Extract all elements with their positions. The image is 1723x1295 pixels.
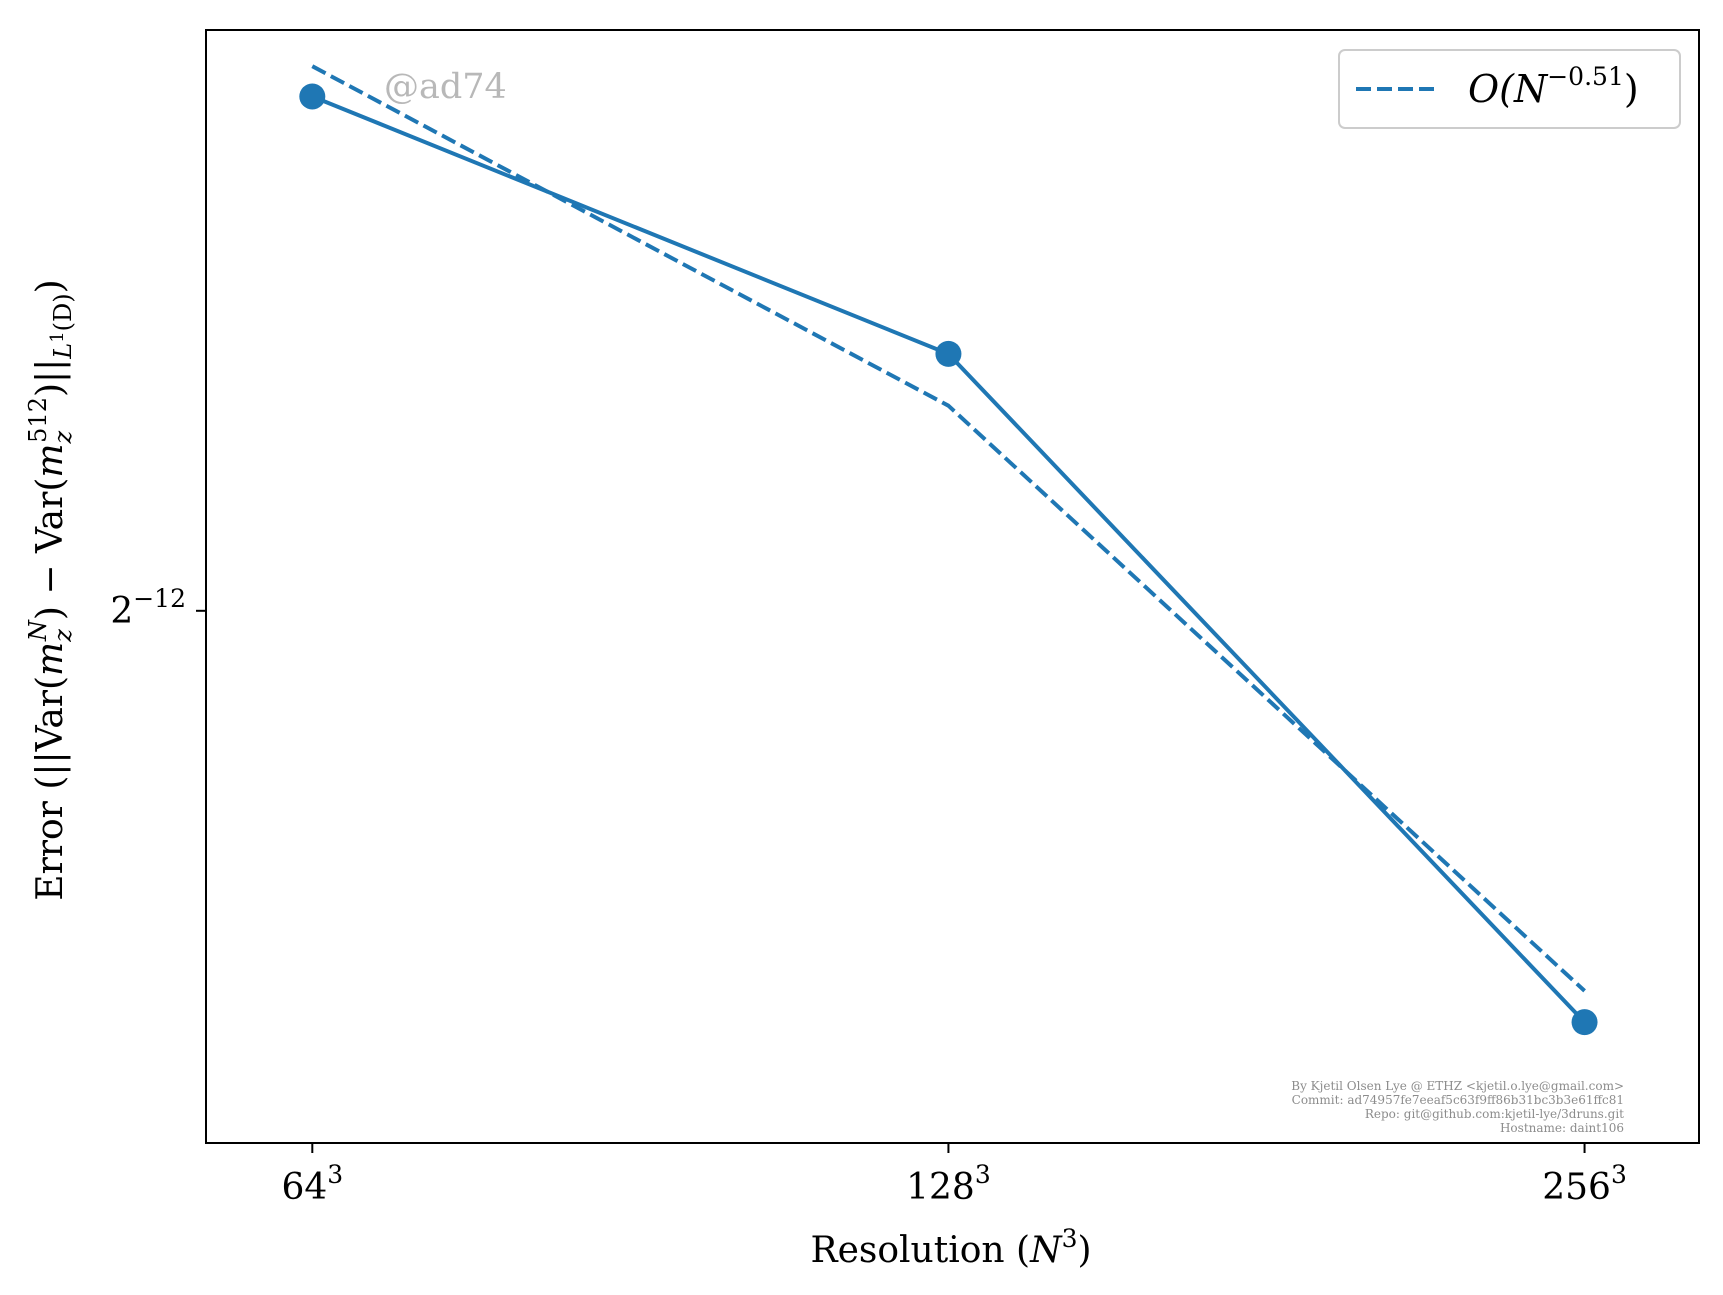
legend: O(N−0.51) (1338, 49, 1681, 129)
data-point (935, 340, 962, 367)
x-axis: 643 1283 2563 (281, 1143, 1627, 1208)
x-axis-label: Resolution (N3) (810, 1224, 1091, 1271)
footer-credits: By Kjetil Olsen Lye @ ETHZ <kjetil.o.lye… (1291, 1079, 1624, 1135)
data-point (1571, 1009, 1598, 1036)
legend-box (1338, 49, 1681, 129)
legend-entry-fit: O(N−0.51) (1468, 62, 1639, 111)
watermark-text: @ad74 (384, 67, 507, 107)
data-point (299, 83, 326, 110)
footer-line: Repo: git@github.com:kjetil-lye/3druns.g… (1365, 1107, 1624, 1121)
footer-line: By Kjetil Olsen Lye @ ETHZ <kjetil.o.lye… (1291, 1079, 1624, 1093)
x-tick-label: 643 (281, 1160, 343, 1208)
x-tick-label: 1283 (906, 1160, 991, 1208)
footer-line: Commit: ad74957fe7eeaf5c63f9ff86b31bc3b3… (1292, 1093, 1624, 1107)
y-axis-label: Error (||Var(mzN) − Var(mz512)||L1(D)) (24, 279, 77, 900)
plot-frame (205, 29, 1700, 1144)
y-tick-label: 2−12 (110, 584, 186, 632)
footer-line: Hostname: daint106 (1500, 1121, 1624, 1135)
y-axis: 2−12 (110, 584, 206, 632)
series-fit-line (311, 64, 1586, 993)
x-tick-label: 2563 (1542, 1160, 1627, 1208)
series-layer (299, 64, 1598, 1036)
